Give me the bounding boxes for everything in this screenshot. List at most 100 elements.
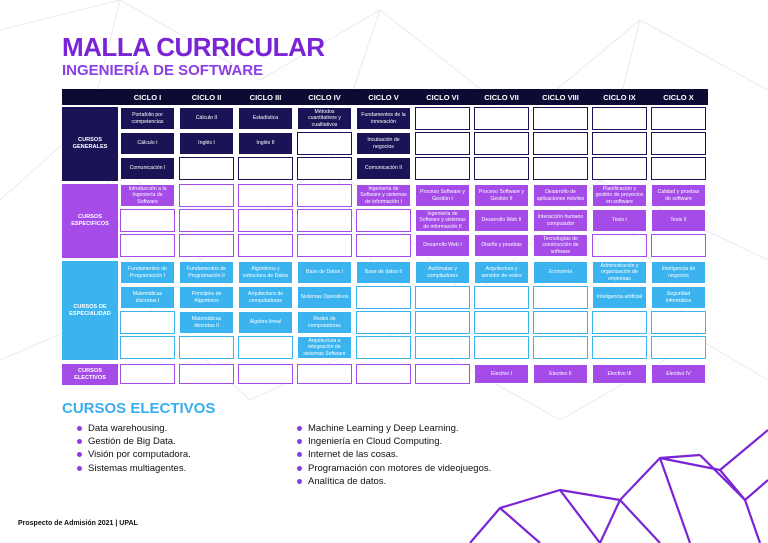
bullet-icon (297, 439, 302, 445)
page-title: MALLA CURRICULAR (62, 32, 325, 62)
course-cell (474, 107, 529, 130)
cycle-header-9: CICLO IX (603, 92, 636, 102)
course-cell: Principios de Algoritmos (179, 286, 234, 309)
cycle-header-3: CICLO III (249, 92, 282, 102)
course-cell (592, 157, 647, 180)
cycle-header-8: CICLO VIII (542, 92, 579, 102)
course-cell (651, 132, 706, 155)
course-cell: Electivo IV (651, 364, 706, 384)
course-cell (120, 311, 175, 334)
course-cell: Inglés I (179, 132, 234, 155)
bullet-icon (297, 465, 302, 471)
course-cell: Electivo I (474, 364, 529, 384)
course-cell: Introducción a la Ingeniería de Software (120, 184, 175, 207)
course-cell (533, 336, 588, 359)
course-cell (238, 209, 293, 232)
course-cell (592, 311, 647, 334)
course-cell (533, 311, 588, 334)
course-cell (474, 132, 529, 155)
cycle-header-4: CICLO IV (308, 92, 341, 102)
course-cell: Sistemas Operativos (297, 286, 352, 309)
course-cell: Economía (533, 261, 588, 284)
section-label-ele: CURSOS ELECTIVOS (62, 364, 118, 385)
course-cell: Estadística (238, 107, 293, 130)
course-cell (356, 364, 411, 384)
course-cell (415, 286, 470, 309)
course-cell: Proceso Software y Gestión II (474, 184, 529, 207)
course-cell (356, 336, 411, 359)
course-cell: Base de Datos I (297, 261, 352, 284)
course-cell: Desarrollo Web I (415, 234, 470, 257)
course-cell: Diseño y pruebas (474, 234, 529, 257)
section-label-gen: CURSOS GENERALES (62, 107, 118, 181)
cycle-header-7: CICLO VII (484, 92, 519, 102)
bullet-icon (77, 426, 82, 431)
course-cell: Comunicación II (356, 157, 411, 180)
course-cell: Base de datos II (356, 261, 411, 284)
course-cell: Ingeniería de Software y sistemas de inf… (356, 184, 411, 207)
electivo-label: Internet de las cosas. (308, 449, 399, 461)
electivo-list-item: Data warehousing. (76, 422, 191, 435)
cycle-header-5: CICLO V (368, 92, 399, 102)
course-cell: Arquitectura e integración de sistemas S… (297, 336, 352, 359)
electivo-label: Gestión de Big Data. (88, 436, 176, 448)
course-cell: Arquitectura y servidor de redes (474, 261, 529, 284)
course-cell: Proceso Software y Gestión I (415, 184, 470, 207)
course-cell (238, 336, 293, 359)
electivo-label: Programación con motores de videojuegos. (308, 462, 492, 474)
footer-text: Prospecto de Admisión 2021 | UPAL (18, 520, 138, 527)
course-cell (297, 364, 352, 384)
electivo-label: Visión por computadora. (88, 449, 191, 461)
course-cell: Cálculo I (120, 132, 175, 155)
electivo-list-item: Machine Learning y Deep Learning. (296, 422, 491, 435)
electivo-list-item: Ingeniería en Cloud Computing. (296, 435, 491, 448)
course-cell: Desarrollo Web II (474, 209, 529, 232)
course-cell (651, 157, 706, 180)
cycle-header-row: CICLO I CICLO II CICLO III CICLO IV CICLO V C… (62, 89, 708, 105)
course-cell: Autómatas y compiladores (415, 261, 470, 284)
course-cell (356, 286, 411, 309)
course-cell: Electivo II (533, 364, 588, 384)
course-cell (474, 336, 529, 359)
course-cell (415, 364, 470, 384)
course-cell (238, 157, 293, 180)
course-cell: Comunicación I (120, 157, 175, 180)
electivo-label: Data warehousing. (88, 423, 168, 434)
course-cell (533, 132, 588, 155)
electivos-title: CURSOS ELECTIVOS (62, 400, 216, 417)
bullet-icon (77, 465, 82, 471)
course-cell (179, 184, 234, 207)
course-cell: Álgebra lineal (238, 311, 293, 334)
course-cell (297, 184, 352, 207)
electivo-label: Ingeniería en Cloud Computing. (308, 436, 443, 448)
course-cell (297, 209, 352, 232)
electivos-list-right: Machine Learning y Deep Learning. Ingenie… (296, 422, 491, 488)
course-cell (533, 157, 588, 180)
course-cell (592, 234, 647, 257)
course-cell (474, 311, 529, 334)
course-cell: Matemáticas discretas II (179, 311, 234, 334)
course-cell (415, 311, 470, 334)
electivo-label: Analítica de datos. (308, 475, 387, 487)
course-cell (297, 132, 352, 155)
course-cell: Incubación de negocios (356, 132, 411, 155)
course-cell: Electivo III (592, 364, 647, 384)
course-cell: Fundamentos de Programación I (120, 261, 175, 284)
course-cell (592, 336, 647, 359)
course-cell: Inteligencia de negocios (651, 261, 706, 284)
cycle-header-10: CICLO X (663, 92, 694, 102)
course-cell: Tesis II (651, 209, 706, 232)
course-cell (651, 311, 706, 334)
course-cell: Inteligencia artificial (592, 286, 647, 309)
course-cell (651, 336, 706, 359)
course-cell: Fundamentos de la innovación (356, 107, 411, 130)
course-cell: Interacción humano computador (533, 209, 588, 232)
electivo-list-item: Sistemas multiagentes. (76, 462, 191, 475)
course-cell: Desarrollo de aplicaciones móviles (533, 184, 588, 207)
course-cell (356, 311, 411, 334)
course-cell (238, 234, 293, 257)
course-cell (238, 184, 293, 207)
electivo-list-item: Programación con motores de videojuegos. (296, 462, 491, 475)
course-cell (297, 157, 352, 180)
